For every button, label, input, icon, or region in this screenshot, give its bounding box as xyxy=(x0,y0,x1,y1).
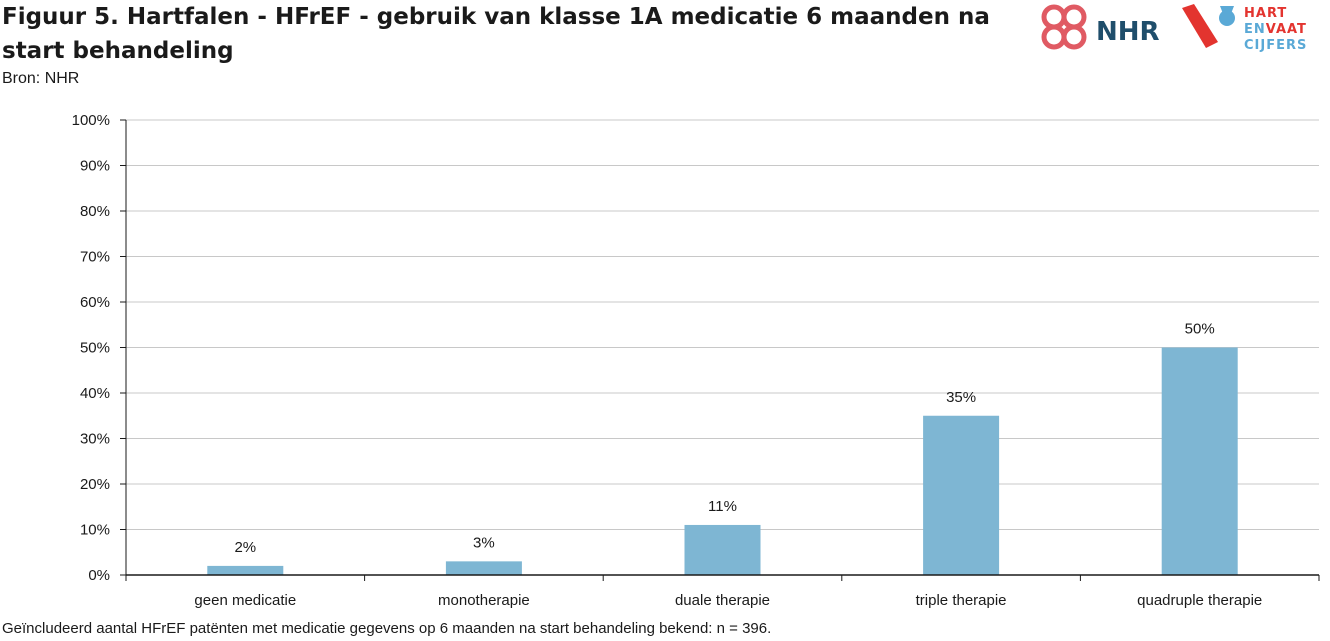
y-tick-label: 90% xyxy=(80,158,110,175)
y-tick-label: 100% xyxy=(72,112,110,129)
y-tick-label: 40% xyxy=(80,385,110,402)
bar xyxy=(445,561,522,575)
hartenvaat-line-2: ENVAAT xyxy=(1244,22,1307,37)
y-tick-label: 60% xyxy=(80,294,110,311)
bar-chart: 0% 10% 20% 30% 40% 50% 60% 70% 80% 90% 100% 2% 3% 11… xyxy=(72,112,1320,609)
x-category-label: quadruple therapie xyxy=(1137,592,1262,609)
data-labels: 2% 3% 11% 35% 50% xyxy=(234,321,1214,556)
hartenvaat-vaat: VAAT xyxy=(1266,22,1307,37)
y-tick-label: 70% xyxy=(80,249,110,266)
data-label: 50% xyxy=(1185,321,1215,338)
chart-title: Figuur 5. Hartfalen - HFrEF - gebruik va… xyxy=(2,4,990,64)
hartenvaat-line-3: CIJFERS xyxy=(1244,38,1307,53)
bar xyxy=(207,565,284,575)
logos: NHR HART ENVAAT CIJFERS xyxy=(1041,4,1307,53)
x-category-label: geen medicatie xyxy=(194,592,296,609)
nhr-logo-text: NHR xyxy=(1096,17,1160,47)
y-axis-ticks: 0% 10% 20% 30% 40% 50% 60% 70% 80% 90% 100% xyxy=(72,112,126,584)
y-tick-label: 0% xyxy=(88,567,110,584)
x-category-label: monotherapie xyxy=(438,592,530,609)
hartenvaat-en: EN xyxy=(1244,22,1266,37)
gridlines xyxy=(126,119,1319,530)
hartenvaat-line-1: HART xyxy=(1244,6,1287,21)
data-label: 35% xyxy=(946,389,976,406)
bar xyxy=(1161,347,1238,575)
y-tick-label: 10% xyxy=(80,522,110,539)
x-axis: geen medicatie monotherapie duale therapie… xyxy=(125,120,1320,609)
y-tick-label: 30% xyxy=(80,431,110,448)
hartenvaat-logo-icon xyxy=(1182,4,1235,48)
chart-source: Bron: NHR xyxy=(2,70,80,87)
nhr-logo-icon xyxy=(1041,4,1087,50)
data-label: 2% xyxy=(234,539,256,556)
x-category-label: duale therapie xyxy=(675,592,770,609)
bar xyxy=(684,524,761,575)
y-tick-label: 20% xyxy=(80,476,110,493)
bar xyxy=(923,415,1000,575)
y-tick-label: 80% xyxy=(80,203,110,220)
data-label: 3% xyxy=(473,534,495,551)
y-tick-label: 50% xyxy=(80,340,110,357)
x-category-label: triple therapie xyxy=(916,592,1007,609)
data-label: 11% xyxy=(708,498,737,515)
footnote: Geïncludeerd aantal HFrEF patënten met m… xyxy=(2,620,772,637)
bars xyxy=(207,347,1238,575)
